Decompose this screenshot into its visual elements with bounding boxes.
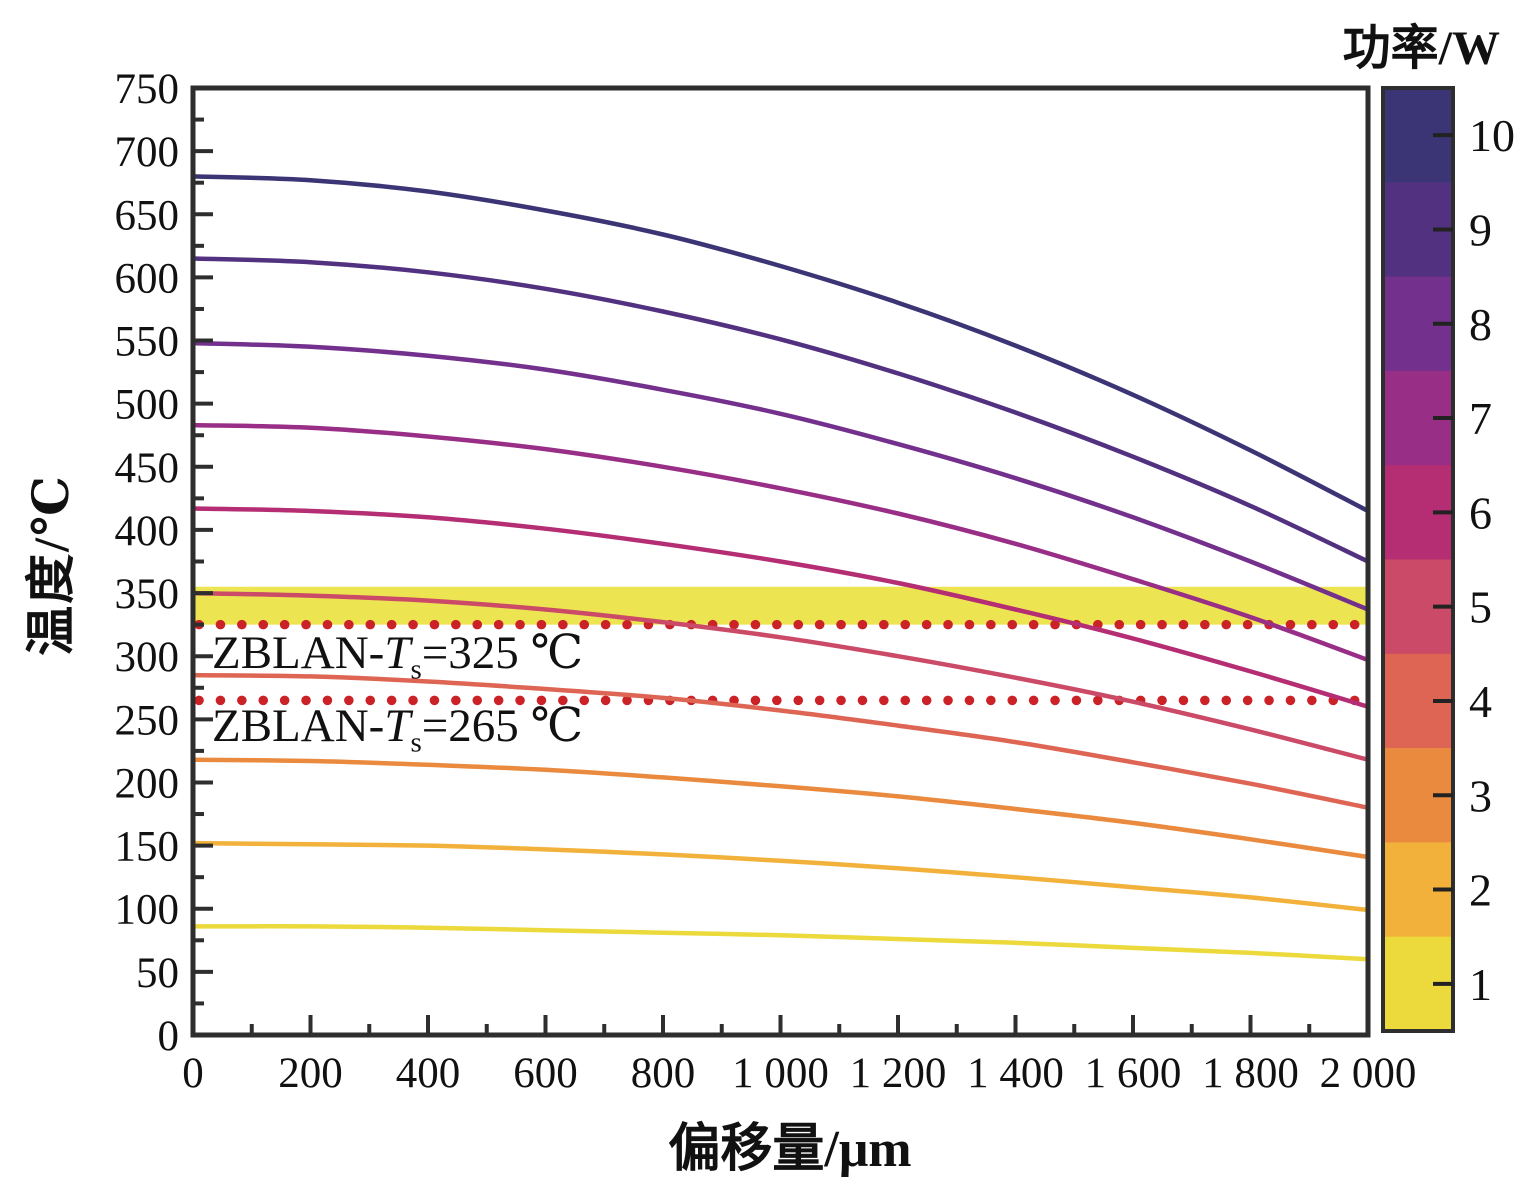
x-tick-label-2000: 2 000 (1320, 1050, 1417, 1097)
x-tick-label-0: 0 (182, 1050, 204, 1097)
colorbar-tick-label-10: 10 (1469, 110, 1515, 161)
series-line-8w (190, 340, 1371, 612)
y-tick-label-650: 650 (115, 192, 180, 239)
y-tick-label-150: 150 (115, 824, 180, 871)
x-tick-label-800: 800 (631, 1050, 696, 1097)
x-tick-label-200: 200 (278, 1050, 343, 1097)
zblan-325-symbol: T (384, 627, 411, 679)
colorbar-tick-label-2: 2 (1469, 865, 1492, 916)
x-tick-label-1200: 1 200 (850, 1050, 947, 1097)
colorbar-title: 功率/W (1342, 22, 1500, 75)
y-tick-label-250: 250 (115, 697, 180, 744)
zblan-ts-325-label: ZBLAN-Ts=325 ℃ (212, 627, 584, 686)
x-tick-label-1400: 1 400 (967, 1050, 1064, 1097)
series-line-5w (190, 590, 1371, 762)
y-tick-label-300: 300 (115, 634, 180, 681)
colorbar-tick-label-1: 1 (1469, 959, 1492, 1010)
zblan-265-symbol: T (384, 700, 411, 752)
zblan-ts-265-label: ZBLAN-Ts=265 ℃ (212, 700, 584, 759)
colorbar-frame (1381, 86, 1455, 1033)
colorbar-tick-label-6: 6 (1469, 487, 1492, 538)
y-tick-label-700: 700 (115, 129, 180, 176)
zblan-325-subscript: s (410, 653, 422, 686)
y-tick-label-100: 100 (115, 887, 180, 934)
zblan-265-subscript: s (410, 726, 422, 759)
series-line-6w (190, 506, 1371, 709)
y-tick-label-50: 50 (136, 950, 179, 997)
colorbar-tick-label-3: 3 (1469, 770, 1492, 821)
y-tick-label-400: 400 (115, 508, 180, 555)
series-line-2w (190, 840, 1371, 913)
x-tick-label-1600: 1 600 (1085, 1050, 1182, 1097)
series-line-4w (190, 672, 1371, 810)
series-line-9w (190, 256, 1371, 564)
colorbar-tick-label-5: 5 (1469, 582, 1492, 633)
y-tick-label-200: 200 (115, 760, 180, 807)
zblan-265-prefix: ZBLAN- (212, 700, 385, 752)
y-axis-title: 温度/℃ (23, 474, 79, 656)
y-tick-label-350: 350 (115, 571, 180, 618)
zblan-325-value: =325 ℃ (421, 627, 584, 679)
y-tick-label-550: 550 (115, 319, 180, 366)
x-axis-title: 偏移量/μm (668, 1121, 912, 1178)
zblan-325-prefix: ZBLAN- (212, 627, 385, 679)
y-tick-label-750: 750 (115, 66, 180, 113)
x-tick-label-1000: 1 000 (732, 1050, 829, 1097)
colorbar-tick-label-8: 8 (1469, 299, 1492, 350)
x-tick-label-600: 600 (513, 1050, 578, 1097)
y-tick-label-600: 600 (115, 255, 180, 302)
series-line-3w (190, 757, 1371, 860)
colorbar-tick-label-4: 4 (1469, 676, 1492, 727)
y-tick-label-500: 500 (115, 382, 180, 429)
colorbar-tick-label-9: 9 (1469, 204, 1492, 255)
x-tick-label-400: 400 (396, 1050, 461, 1097)
colorbar-tick-label-7: 7 (1469, 393, 1492, 444)
x-tick-label-1800: 1 800 (1202, 1050, 1299, 1097)
series-line-7w (190, 422, 1371, 663)
zblan-265-value: =265 ℃ (421, 700, 584, 752)
series-line-1w (190, 924, 1371, 962)
sintering-highlight-band (193, 586, 1368, 625)
series-line-10w (190, 174, 1371, 514)
y-tick-label-0: 0 (158, 1013, 180, 1060)
y-tick-label-450: 450 (115, 445, 180, 492)
